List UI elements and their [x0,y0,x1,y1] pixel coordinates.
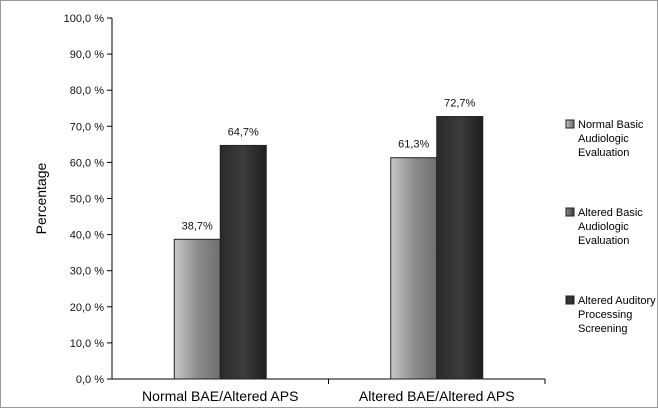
bar-series0-cat0 [173,238,221,380]
y-tick-label: 30,0 % [70,266,104,278]
legend-label-line: Altered Auditory [578,295,656,307]
y-tick-label: 60,0 % [70,157,104,169]
data-label-series1-cat0: 64,7% [228,126,259,138]
y-tick-label: 90,0 % [70,49,104,61]
bar-series0-cat1 [390,157,438,380]
legend-label-line: Audiologic [578,221,629,233]
legend-swatch [565,295,575,305]
legend-entry-series0: Normal Basic Audiologic Evaluation [565,119,644,159]
legend-label-line: Audiologic [578,133,629,145]
legend-swatch [565,207,575,217]
y-tick-label: 70,0 % [70,121,104,133]
y-tick-label: 80,0 % [70,85,104,97]
y-tick-label: 10,0 % [70,338,104,350]
legend-entry-series1: Altered Auditory Processing Screening [565,295,656,335]
legend-label-line: Normal Basic [578,119,644,131]
y-axis-title: Percentage [33,162,49,234]
legend-entry-altered-bae: Altered Basic Audiologic Evaluation [565,207,643,247]
y-tick-label: 100,0 % [64,13,105,25]
legend-label-line: Processing [578,309,632,321]
y-tick-label: 0,0 % [76,374,104,386]
x-category-label: Altered BAE/Altered APS [359,388,515,404]
y-tick-label: 50,0 % [70,194,104,206]
y-tick-label: 20,0 % [70,302,104,314]
legend-label-line: Screening [578,323,628,335]
data-label-series0-cat0: 38,7% [182,220,213,232]
y-tick-label: 40,0 % [70,230,104,242]
bar-series1-cat0 [219,144,267,380]
legend-label-line: Altered Basic [578,207,643,219]
data-label-series0-cat1: 61,3% [398,139,429,151]
legend-label-line: Evaluation [578,235,629,247]
legend-label-line: Evaluation [578,147,629,159]
bar-series1-cat1 [436,116,484,380]
data-label-series1-cat1: 72,7% [444,98,475,110]
legend-swatch [565,119,575,129]
x-category-label: Normal BAE/Altered APS [142,388,298,404]
